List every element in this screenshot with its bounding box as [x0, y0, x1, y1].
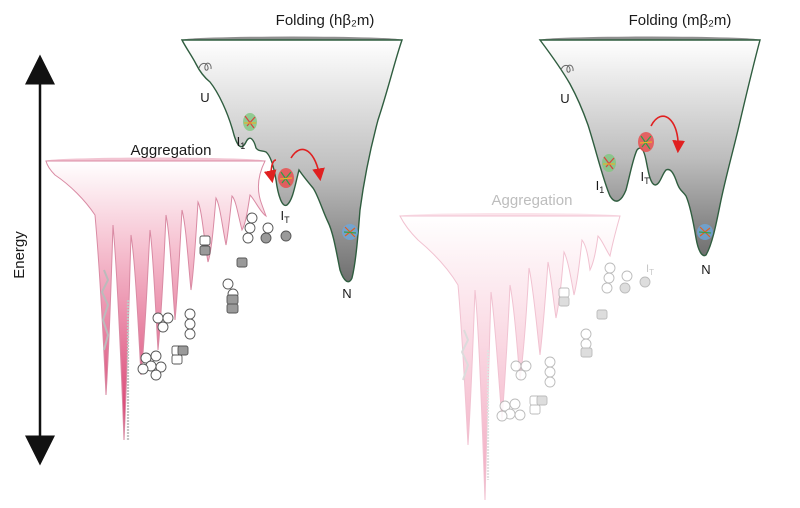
state-i1-h: I1 [237, 134, 246, 151]
state-it-m: IT [640, 169, 650, 186]
aggregate-species-m [496, 262, 651, 422]
energy-axis-label: Energy [11, 231, 28, 279]
state-n-h: N [342, 286, 351, 301]
protein-structure-u-h [198, 62, 212, 71]
fibril-m [460, 329, 490, 480]
state-n-m: N [701, 262, 710, 277]
state-i1-m-sub: 1 [599, 185, 604, 195]
protein-structure-n-h [342, 224, 358, 240]
folding-title-h: Folding (hβ₂m) [276, 12, 375, 29]
pathway-arrows-m [650, 115, 686, 154]
pathway-arrows-h [263, 148, 325, 184]
state-it-m-faded-main: I [646, 263, 649, 275]
state-it-m-sub: T [644, 176, 650, 186]
state-it-m-main: I [640, 169, 644, 184]
energy-axis: Energy [11, 54, 55, 466]
protein-structure-i1-h [243, 113, 257, 131]
state-i1-h-sub: 1 [240, 141, 245, 151]
aggregation-label-m: Aggregation [492, 192, 573, 209]
folding-title-m: Folding (mβ₂m) [629, 12, 732, 29]
aggregation-funnel-h [45, 157, 267, 441]
state-it-h-main: I [280, 208, 284, 223]
state-i1-m: I1 [596, 178, 605, 195]
state-it-h: IT [280, 208, 290, 225]
folding-funnel-h [180, 36, 403, 283]
state-it-m-faded-sub: T [649, 268, 654, 277]
aggregate-species-h [137, 212, 292, 381]
protein-structure-u-m [560, 64, 574, 73]
protein-structure-n-m [697, 224, 713, 240]
aggregation-label-h: Aggregation [131, 142, 212, 159]
state-u-h: U [200, 90, 209, 105]
fibril-h [100, 269, 130, 440]
state-it-h-sub: T [284, 215, 290, 225]
state-it-m-faded: IT [646, 263, 654, 277]
protein-structure-it-m [638, 132, 654, 152]
state-i1-m-main: I [596, 178, 600, 193]
protein-structure-it-h [278, 168, 294, 188]
protein-structure-i1-m [602, 154, 616, 172]
state-u-m: U [560, 91, 569, 106]
state-i1-h-main: I [237, 134, 241, 149]
